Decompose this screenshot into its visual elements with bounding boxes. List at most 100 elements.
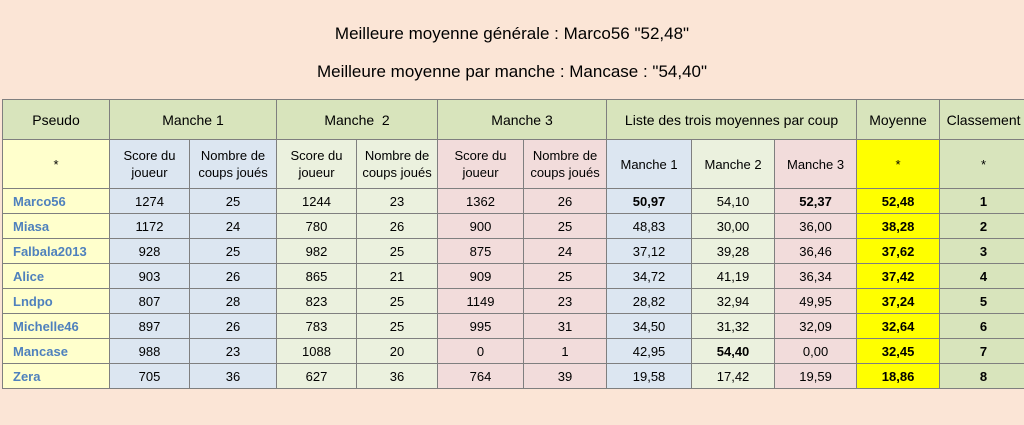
table-row: Michelle46 897 26 783 25 995 31 34,50 31,32 32,09… [2,313,1024,339]
avg-m2: 41,19 [691,263,776,289]
moyenne: 32,45 [856,338,941,364]
m2-score: 823 [276,288,358,314]
header-m1-score: Score du joueur [109,139,190,189]
moyenne: 37,62 [856,238,941,264]
avg-m3: 36,00 [774,213,858,239]
header-avg-m3: Manche 3 [774,139,858,189]
header-pseudo-star: * [2,139,110,189]
header-manche-2: Manche 2 [276,99,439,140]
m1-score: 1172 [109,213,190,239]
classement: 3 [939,238,1024,264]
player-name: Mancase [2,338,110,364]
table-row: Marco56 1274 25 1244 23 1362 26 50,97 54,10 52,37… [2,188,1024,214]
m3-coups: 24 [523,238,608,264]
avg-m3: 49,95 [774,288,858,314]
header-classement-star: * [939,139,1024,189]
m1-coups: 24 [188,213,278,239]
classement: 1 [939,188,1024,214]
m3-coups: 39 [523,363,608,389]
m3-coups: 23 [523,288,608,314]
m2-score: 1244 [276,188,358,214]
header-m1-coups: Nombre de coups joués [188,139,278,189]
moyenne: 32,64 [856,313,941,339]
header-moyenne: Moyenne [856,99,941,140]
avg-m3: 19,59 [774,363,858,389]
header-m3-score: Score du joueur [437,139,525,189]
m1-score: 807 [109,288,190,314]
header-row-1: Pseudo Manche 1 Manche 2 Manche 3 Liste … [2,99,1024,140]
header-manche-1: Manche 1 [108,99,278,140]
m1-score: 705 [109,363,190,389]
avg-m1: 50,97 [606,188,693,214]
table-row: Lndpo 807 28 823 25 1149 23 28,82 32,94 49,95 37,2… [2,288,1024,314]
m2-coups: 36 [356,363,439,389]
m1-coups: 26 [188,313,278,339]
m2-coups: 25 [356,288,439,314]
m3-score: 900 [437,213,525,239]
table-row: Miasa 1172 24 780 26 900 25 48,83 30,00 36,00 38,2… [2,213,1024,239]
m1-score: 928 [109,238,190,264]
avg-m2: 17,42 [691,363,776,389]
m3-coups: 26 [523,188,608,214]
m1-score: 897 [109,313,190,339]
m1-coups: 23 [188,338,278,364]
header-m2-score: Score du joueur [276,139,358,189]
avg-m2: 39,28 [691,238,776,264]
m3-score: 875 [437,238,525,264]
player-name: Michelle46 [2,313,110,339]
m2-coups: 25 [356,238,439,264]
m1-score: 988 [109,338,190,364]
avg-m3: 52,37 [774,188,858,214]
header-avg-m1: Manche 1 [606,139,693,189]
header-m3-coups: Nombre de coups joués [523,139,608,189]
table-row: Falbala2013 928 25 982 25 875 24 37,12 39,28 36,4… [2,238,1024,264]
header-pseudo: Pseudo [2,99,110,140]
m2-coups: 26 [356,213,439,239]
avg-m3: 36,46 [774,238,858,264]
ranking-table: Pseudo Manche 1 Manche 2 Manche 3 Liste … [2,99,1024,389]
classement: 8 [939,363,1024,389]
m1-coups: 25 [188,238,278,264]
table-row: Alice 903 26 865 21 909 25 34,72 41,19 36,34 37,42… [2,263,1024,289]
m2-score: 627 [276,363,358,389]
avg-m2: 54,10 [691,188,776,214]
m1-coups: 36 [188,363,278,389]
m3-score: 764 [437,363,525,389]
player-name: Marco56 [2,188,110,214]
avg-m2: 31,32 [691,313,776,339]
m3-coups: 25 [523,263,608,289]
m2-score: 783 [276,313,358,339]
m3-score: 909 [437,263,525,289]
moyenne: 52,48 [856,188,941,214]
header-m2-coups: Nombre de coups joués [356,139,439,189]
moyenne: 18,86 [856,363,941,389]
m2-score: 865 [276,263,358,289]
m2-score: 982 [276,238,358,264]
avg-m1: 37,12 [606,238,693,264]
player-name: Miasa [2,213,110,239]
m1-score: 1274 [109,188,190,214]
m3-coups: 1 [523,338,608,364]
m2-score: 1088 [276,338,358,364]
title-best-per-round: Meilleure moyenne par manche : Mancase :… [316,62,708,81]
m2-coups: 21 [356,263,439,289]
table-row: Zera 705 36 627 36 764 39 19,58 17,42 19,59 18,86 8 [2,363,1024,389]
avg-m2: 54,40 [691,338,776,364]
m3-score: 0 [437,338,525,364]
m1-coups: 26 [188,263,278,289]
moyenne: 37,42 [856,263,941,289]
header-moyenne-star: * [856,139,941,189]
avg-m2: 32,94 [691,288,776,314]
m1-coups: 28 [188,288,278,314]
m3-coups: 31 [523,313,608,339]
avg-m3: 36,34 [774,263,858,289]
m3-coups: 25 [523,213,608,239]
player-name: Alice [2,263,110,289]
moyenne: 38,28 [856,213,941,239]
m1-coups: 25 [188,188,278,214]
m2-score: 780 [276,213,358,239]
header-row-2: * Score du joueur Nombre de coups joués … [2,139,1024,189]
header-manche-3: Manche 3 [437,99,608,140]
player-name: Lndpo [2,288,110,314]
avg-m1: 48,83 [606,213,693,239]
